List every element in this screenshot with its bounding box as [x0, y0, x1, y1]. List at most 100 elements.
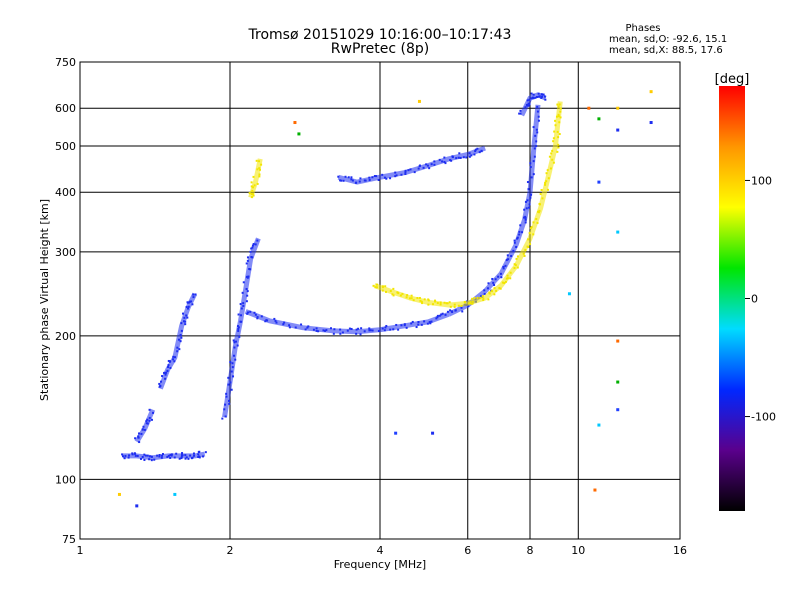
data-point [170, 454, 173, 457]
data-point [164, 377, 167, 380]
data-point [411, 320, 414, 323]
data-point [148, 419, 151, 422]
data-point [417, 167, 420, 170]
data-point [180, 455, 183, 458]
data-point [135, 504, 139, 508]
data-point [483, 292, 486, 295]
data-point [255, 159, 258, 162]
data-point [133, 452, 136, 455]
data-point [422, 166, 425, 169]
data-point [389, 177, 392, 180]
data-point [251, 246, 254, 249]
data-point [453, 305, 456, 308]
data-point [249, 250, 252, 253]
data-point [251, 244, 254, 247]
data-point [161, 375, 164, 378]
x-tick-label: 6 [464, 544, 471, 557]
data-point [231, 362, 234, 365]
data-point [462, 156, 465, 159]
data-point [146, 422, 149, 425]
data-point [557, 115, 560, 118]
data-point [408, 297, 411, 300]
data-point [467, 302, 470, 305]
data-point [427, 298, 430, 301]
data-point [358, 180, 361, 183]
data-point [185, 314, 188, 317]
data-point [523, 208, 526, 211]
data-point [418, 164, 421, 167]
data-point [368, 178, 371, 181]
data-point [440, 313, 443, 316]
data-point [294, 326, 297, 329]
data-point [478, 151, 481, 154]
data-point [543, 95, 546, 98]
data-point [234, 340, 237, 343]
data-point [190, 300, 193, 303]
data-point [288, 326, 291, 329]
data-point [417, 321, 420, 324]
data-point [230, 370, 233, 373]
data-point [519, 224, 522, 227]
data-point [506, 254, 509, 257]
data-point [145, 422, 148, 425]
y-tick-label: 300 [55, 246, 76, 259]
data-point [182, 320, 185, 323]
data-point [538, 209, 541, 212]
data-point [184, 323, 187, 326]
data-point [183, 316, 186, 319]
data-point [457, 156, 460, 159]
data-point [449, 159, 452, 162]
data-point [146, 418, 149, 421]
data-point [339, 179, 342, 182]
data-point [649, 121, 653, 125]
colorbar [719, 86, 745, 511]
data-point [274, 319, 277, 322]
data-point [502, 265, 505, 268]
data-point [425, 163, 428, 166]
data-point [264, 320, 267, 323]
data-point [167, 359, 170, 362]
data-point [164, 373, 167, 376]
data-point [350, 178, 353, 181]
data-point [535, 140, 538, 143]
data-point [137, 435, 140, 438]
data-point [375, 283, 378, 286]
data-point [410, 322, 413, 325]
data-point [185, 456, 188, 459]
data-point [165, 371, 168, 374]
data-point [275, 321, 278, 324]
data-point [177, 338, 180, 341]
data-point [430, 320, 433, 323]
data-point [169, 366, 172, 369]
y-tick-label: 400 [55, 186, 76, 199]
x-tick-label: 8 [527, 544, 534, 557]
data-point [532, 126, 535, 129]
data-point [519, 112, 522, 115]
x-tick-label: 1 [77, 544, 84, 557]
data-point [550, 152, 553, 155]
data-point [224, 403, 227, 406]
data-point [198, 456, 201, 459]
data-point [519, 109, 522, 112]
data-point [542, 93, 545, 96]
data-point [514, 264, 517, 267]
data-point [357, 327, 360, 330]
data-point [515, 257, 518, 260]
data-point [167, 366, 170, 369]
data-point [140, 457, 143, 460]
data-point [258, 173, 261, 176]
data-point [471, 297, 474, 300]
data-point [523, 216, 526, 219]
data-point [227, 383, 230, 386]
data-point [545, 180, 548, 183]
data-point [381, 173, 384, 176]
data-point [180, 457, 183, 460]
data-point [494, 278, 497, 281]
colorbar-ticks: 100 0 -100 [745, 174, 776, 424]
data-point [616, 230, 620, 234]
data-point [186, 316, 189, 319]
data-point [558, 103, 561, 106]
data-point [121, 455, 124, 458]
data-point [535, 145, 538, 148]
data-point [497, 275, 500, 278]
